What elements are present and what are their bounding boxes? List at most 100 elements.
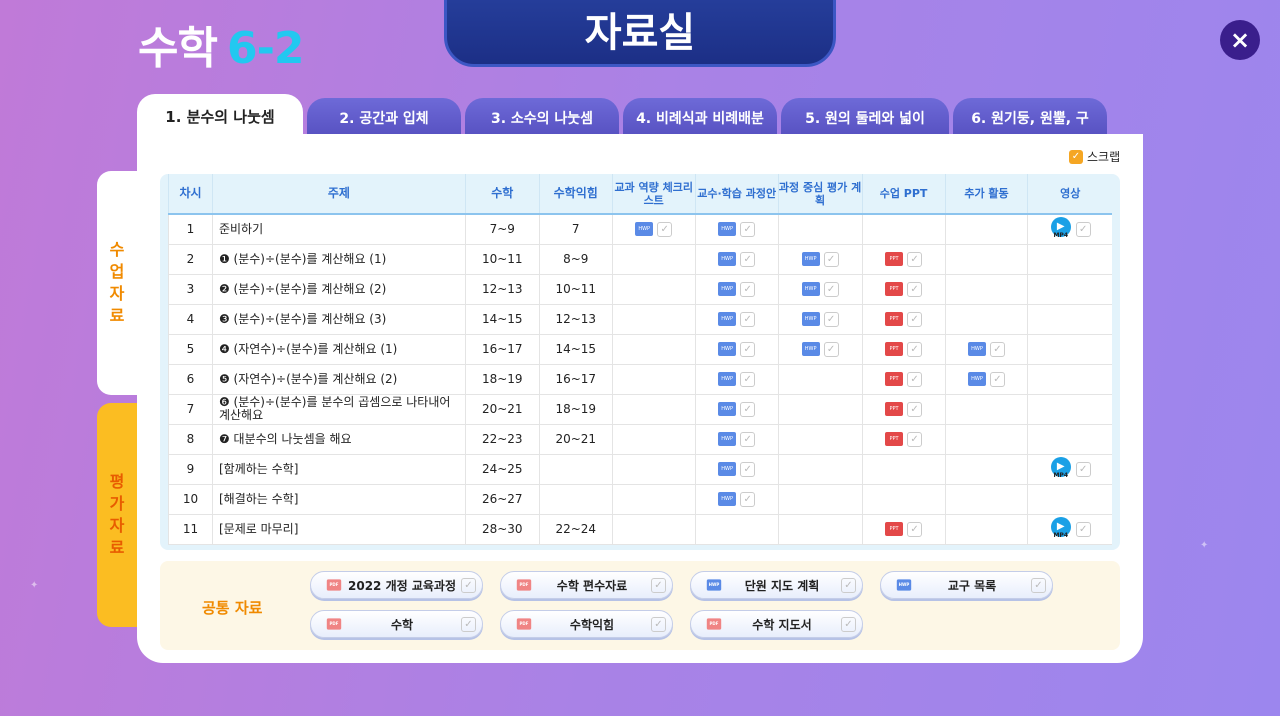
hwp-file-icon[interactable]: HWP <box>718 342 737 356</box>
hwp-file-icon[interactable]: HWP <box>718 402 737 416</box>
close-button[interactable]: × <box>1220 20 1260 60</box>
hwp-file-icon[interactable]: HWP <box>801 252 820 266</box>
select-checkbox[interactable]: ✓ <box>907 281 923 297</box>
checkbox-icon[interactable]: ✓ <box>1069 149 1083 164</box>
common-material-button[interactable]: PDF 수학 편수자료 ✓ <box>500 571 673 599</box>
select-checkbox[interactable]: ✓ <box>907 371 923 387</box>
file-download[interactable]: HWP ✓ <box>968 371 1005 387</box>
file-download[interactable]: HWP ✓ <box>718 431 756 447</box>
select-checkbox[interactable]: ✓ <box>1075 521 1091 537</box>
select-checkbox[interactable]: ✓ <box>823 341 839 357</box>
select-checkbox[interactable]: ✓ <box>461 616 476 632</box>
hwp-file-icon[interactable]: HWP <box>718 432 737 446</box>
select-checkbox[interactable]: ✓ <box>740 461 756 477</box>
ppt-file-icon[interactable]: PPT <box>885 312 904 326</box>
hwp-file-icon[interactable]: HWP <box>718 282 737 296</box>
file-download[interactable]: HWP ✓ <box>718 371 756 387</box>
select-checkbox[interactable]: ✓ <box>907 431 923 447</box>
video-link[interactable]: ▶ MP4 <box>1050 517 1072 541</box>
video-play-icon[interactable]: ▶ <box>1050 457 1071 477</box>
select-checkbox[interactable]: ✓ <box>823 251 839 267</box>
select-checkbox[interactable]: ✓ <box>823 281 839 297</box>
file-download[interactable]: HWP ✓ <box>718 251 756 267</box>
hwp-file-icon[interactable]: HWP <box>718 312 737 326</box>
select-checkbox[interactable]: ✓ <box>907 521 923 537</box>
tab-unit-4[interactable]: 4. 비례식과 비례배분 <box>623 98 777 138</box>
file-download[interactable]: HWP ✓ <box>801 311 839 327</box>
select-checkbox[interactable]: ✓ <box>990 341 1005 357</box>
file-download[interactable]: HWP ✓ <box>635 221 673 237</box>
file-download[interactable]: ▶ MP4 ✓ <box>1050 217 1091 241</box>
file-download[interactable]: HWP ✓ <box>718 221 756 237</box>
file-download[interactable]: HWP ✓ <box>718 461 756 477</box>
common-material-button[interactable]: PDF 수학익힘 ✓ <box>500 610 673 638</box>
file-download[interactable]: PPT ✓ <box>885 431 923 447</box>
select-checkbox[interactable]: ✓ <box>907 401 923 417</box>
ppt-file-icon[interactable]: PPT <box>885 522 904 536</box>
side-tab-lesson[interactable]: 수업 자료 <box>97 171 137 395</box>
file-download[interactable]: HWP ✓ <box>718 311 756 327</box>
select-checkbox[interactable]: ✓ <box>907 311 923 327</box>
select-checkbox[interactable]: ✓ <box>740 221 756 237</box>
file-download[interactable]: HWP ✓ <box>718 281 756 297</box>
file-download[interactable]: PPT ✓ <box>885 311 923 327</box>
select-checkbox[interactable]: ✓ <box>740 431 756 447</box>
video-link[interactable]: ▶ MP4 <box>1050 217 1072 241</box>
hwp-file-icon[interactable]: HWP <box>801 342 820 356</box>
tab-unit-3[interactable]: 3. 소수의 나눗셈 <box>465 98 619 138</box>
select-checkbox[interactable]: ✓ <box>651 577 666 593</box>
hwp-file-icon[interactable]: HWP <box>635 222 654 237</box>
select-checkbox[interactable]: ✓ <box>740 281 756 297</box>
common-material-button[interactable]: PDF 수학 ✓ <box>310 610 483 638</box>
select-checkbox[interactable]: ✓ <box>740 491 756 507</box>
select-checkbox[interactable]: ✓ <box>1075 461 1091 477</box>
file-download[interactable]: HWP ✓ <box>801 281 839 297</box>
select-checkbox[interactable]: ✓ <box>1031 577 1046 593</box>
select-checkbox[interactable]: ✓ <box>461 577 476 593</box>
tab-unit-5[interactable]: 5. 원의 둘레와 넓이 <box>781 98 949 138</box>
side-tab-eval[interactable]: 평가 자료 <box>97 403 137 627</box>
file-download[interactable]: PPT ✓ <box>885 341 923 357</box>
ppt-file-icon[interactable]: PPT <box>885 432 904 446</box>
hwp-file-icon[interactable]: HWP <box>801 282 820 296</box>
file-download[interactable]: PPT ✓ <box>885 281 923 297</box>
video-play-icon[interactable]: ▶ <box>1050 517 1071 537</box>
select-checkbox[interactable]: ✓ <box>657 221 673 237</box>
file-download[interactable]: HWP ✓ <box>718 341 756 357</box>
ppt-file-icon[interactable]: PPT <box>885 252 904 266</box>
hwp-file-icon[interactable]: HWP <box>801 312 820 326</box>
select-checkbox[interactable]: ✓ <box>841 616 856 632</box>
select-checkbox[interactable]: ✓ <box>740 401 756 417</box>
select-checkbox[interactable]: ✓ <box>907 251 923 267</box>
common-material-button[interactable]: PDF 2022 개정 교육과정 ✓ <box>310 571 483 599</box>
ppt-file-icon[interactable]: PPT <box>885 282 904 296</box>
ppt-file-icon[interactable]: PPT <box>885 402 904 416</box>
file-download[interactable]: PPT ✓ <box>885 371 923 387</box>
select-checkbox[interactable]: ✓ <box>651 616 666 632</box>
select-checkbox[interactable]: ✓ <box>740 341 756 357</box>
select-checkbox[interactable]: ✓ <box>740 371 756 387</box>
hwp-file-icon[interactable]: HWP <box>718 462 737 476</box>
file-download[interactable]: PPT ✓ <box>885 401 923 417</box>
file-download[interactable]: HWP ✓ <box>968 341 1005 357</box>
select-checkbox[interactable]: ✓ <box>740 311 756 327</box>
hwp-file-icon[interactable]: HWP <box>718 252 737 266</box>
tab-unit-2[interactable]: 2. 공간과 입체 <box>307 98 461 138</box>
hwp-file-icon[interactable]: HWP <box>718 492 737 506</box>
file-download[interactable]: ▶ MP4 ✓ <box>1050 517 1091 541</box>
file-download[interactable]: HWP ✓ <box>801 341 839 357</box>
select-checkbox[interactable]: ✓ <box>990 371 1005 387</box>
file-download[interactable]: HWP ✓ <box>801 251 839 267</box>
select-checkbox[interactable]: ✓ <box>841 577 856 593</box>
common-material-button[interactable]: PDF 수학 지도서 ✓ <box>690 610 863 638</box>
file-download[interactable]: PPT ✓ <box>885 251 923 267</box>
scrap-toggle[interactable]: ✓ 스크랩 <box>1069 148 1120 165</box>
file-download[interactable]: HWP ✓ <box>718 491 756 507</box>
file-download[interactable]: PPT ✓ <box>885 521 923 537</box>
hwp-file-icon[interactable]: HWP <box>968 342 986 356</box>
video-play-icon[interactable]: ▶ <box>1050 217 1071 238</box>
select-checkbox[interactable]: ✓ <box>1075 221 1091 237</box>
select-checkbox[interactable]: ✓ <box>740 251 756 267</box>
file-download[interactable]: ▶ MP4 ✓ <box>1050 457 1091 481</box>
select-checkbox[interactable]: ✓ <box>823 311 839 327</box>
